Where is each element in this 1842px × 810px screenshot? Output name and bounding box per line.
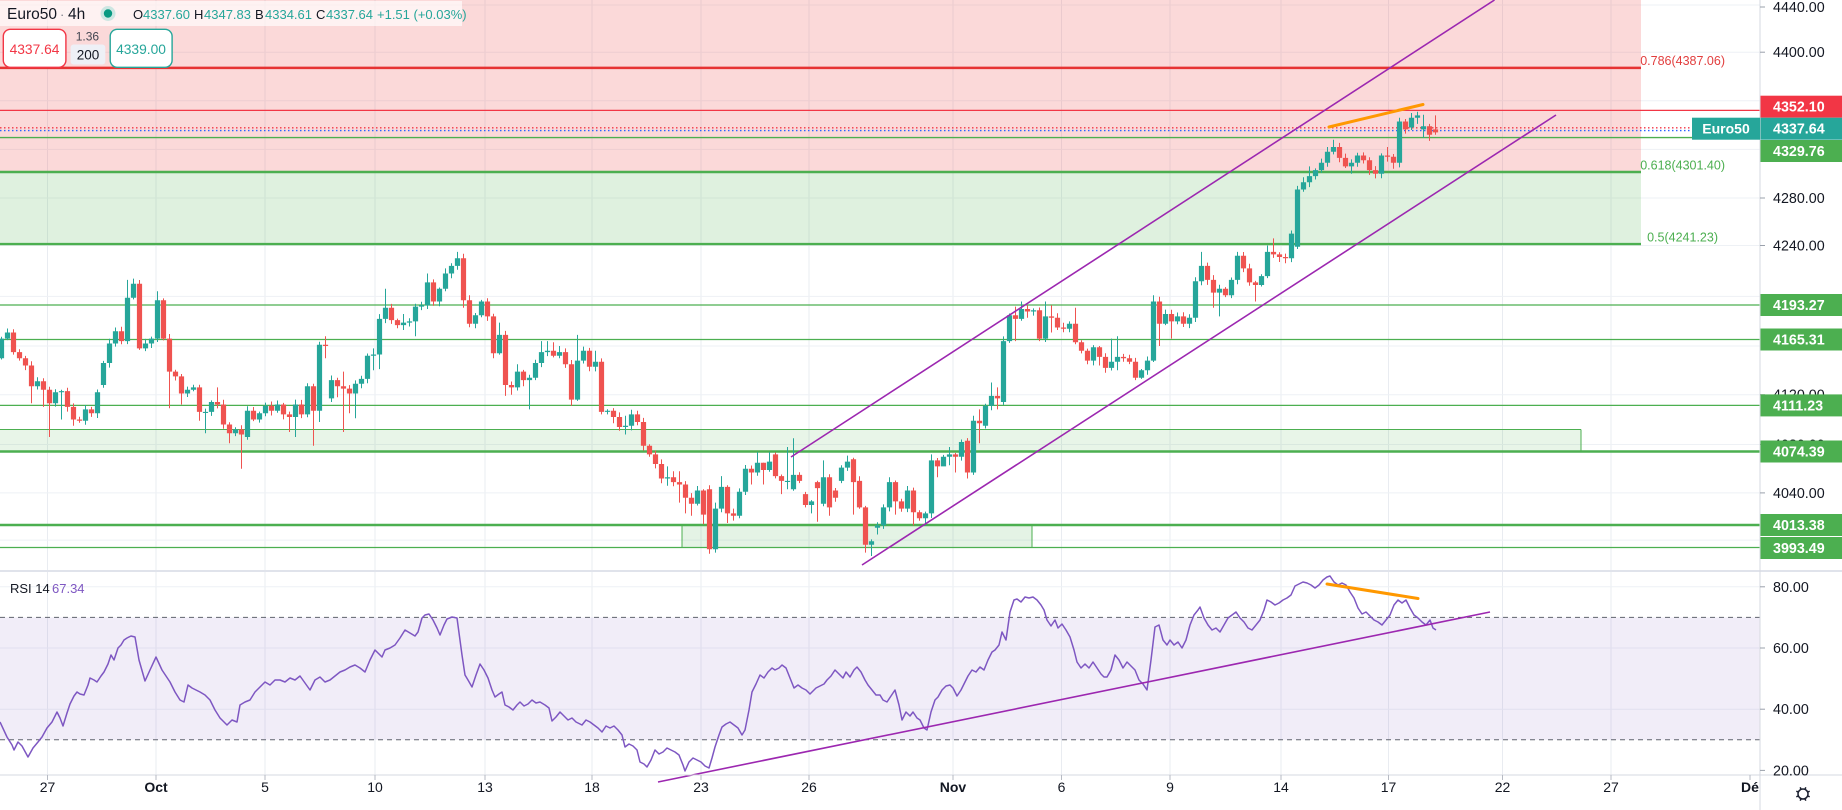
svg-text:4339.00: 4339.00 <box>116 42 166 57</box>
svg-text:C: C <box>316 7 325 22</box>
svg-text:0.786(4387.06): 0.786(4387.06) <box>1640 54 1725 68</box>
svg-text:0.618(4301.40): 0.618(4301.40) <box>1640 159 1725 173</box>
svg-text:4337.64: 4337.64 <box>10 42 60 57</box>
svg-text:20.00: 20.00 <box>1773 763 1809 779</box>
svg-text:4193.27: 4193.27 <box>1773 298 1825 314</box>
svg-text:4074.39: 4074.39 <box>1773 445 1825 461</box>
svg-text:3993.49: 3993.49 <box>1773 541 1825 557</box>
svg-text:22: 22 <box>1495 779 1511 795</box>
svg-text:6: 6 <box>1058 779 1066 795</box>
svg-text:200: 200 <box>77 48 100 63</box>
svg-text:4337.60: 4337.60 <box>143 7 190 22</box>
svg-text:4240.00: 4240.00 <box>1773 239 1825 255</box>
svg-text:10: 10 <box>367 779 383 795</box>
svg-text:9: 9 <box>1166 779 1174 795</box>
svg-text:67.34: 67.34 <box>52 581 85 596</box>
svg-text:4337.64: 4337.64 <box>1773 122 1825 138</box>
svg-text:4337.64: 4337.64 <box>326 7 373 22</box>
svg-text:O: O <box>133 7 143 22</box>
svg-text:H: H <box>194 7 203 22</box>
svg-text:4111.23: 4111.23 <box>1773 398 1823 414</box>
svg-text:4013.38: 4013.38 <box>1773 518 1825 534</box>
svg-text:Oct: Oct <box>144 779 168 795</box>
svg-text:4040.00: 4040.00 <box>1773 486 1825 502</box>
svg-text:·: · <box>60 7 64 22</box>
svg-text:4347.83: 4347.83 <box>204 7 251 22</box>
svg-text:1.36: 1.36 <box>76 30 100 44</box>
svg-text:Dé: Dé <box>1741 779 1759 795</box>
svg-text:4440.00: 4440.00 <box>1773 0 1825 16</box>
svg-text:4400.00: 4400.00 <box>1773 45 1825 61</box>
svg-text:4h: 4h <box>68 6 85 23</box>
svg-text:Euro50: Euro50 <box>1702 120 1750 136</box>
svg-text:RSI 14: RSI 14 <box>10 581 50 596</box>
svg-text:Nov: Nov <box>940 779 967 795</box>
svg-text:27: 27 <box>40 779 56 795</box>
svg-text:4352.10: 4352.10 <box>1773 100 1825 116</box>
svg-text:27: 27 <box>1603 779 1619 795</box>
svg-text:B: B <box>255 7 264 22</box>
svg-text:40.00: 40.00 <box>1773 702 1809 718</box>
svg-text:4334.61: 4334.61 <box>265 7 312 22</box>
svg-text:14: 14 <box>1273 779 1289 795</box>
svg-text:+1.51 (+0.03%): +1.51 (+0.03%) <box>377 7 467 22</box>
svg-text:18: 18 <box>584 779 600 795</box>
svg-text:17: 17 <box>1381 779 1397 795</box>
svg-text:23: 23 <box>693 779 709 795</box>
svg-text:13: 13 <box>477 779 493 795</box>
svg-text:60.00: 60.00 <box>1773 641 1809 657</box>
svg-text:Euro50: Euro50 <box>7 6 57 23</box>
svg-text:4280.00: 4280.00 <box>1773 191 1825 207</box>
svg-text:26: 26 <box>801 779 817 795</box>
svg-text:80.00: 80.00 <box>1773 580 1809 596</box>
svg-text:4329.76: 4329.76 <box>1773 144 1825 160</box>
svg-text:0.5(4241.23): 0.5(4241.23) <box>1647 231 1718 245</box>
svg-text:5: 5 <box>261 779 269 795</box>
svg-text:4165.31: 4165.31 <box>1773 333 1825 349</box>
